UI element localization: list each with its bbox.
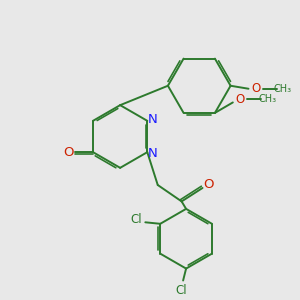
Text: Cl: Cl [176, 284, 188, 298]
Text: CH₃: CH₃ [258, 94, 276, 104]
Text: O: O [203, 178, 214, 191]
Text: Cl: Cl [130, 213, 142, 226]
Text: N: N [148, 147, 158, 160]
Text: O: O [251, 82, 261, 95]
Text: O: O [236, 93, 245, 106]
Text: CH₃: CH₃ [274, 84, 292, 94]
Text: N: N [148, 113, 158, 126]
Text: O: O [63, 146, 74, 159]
